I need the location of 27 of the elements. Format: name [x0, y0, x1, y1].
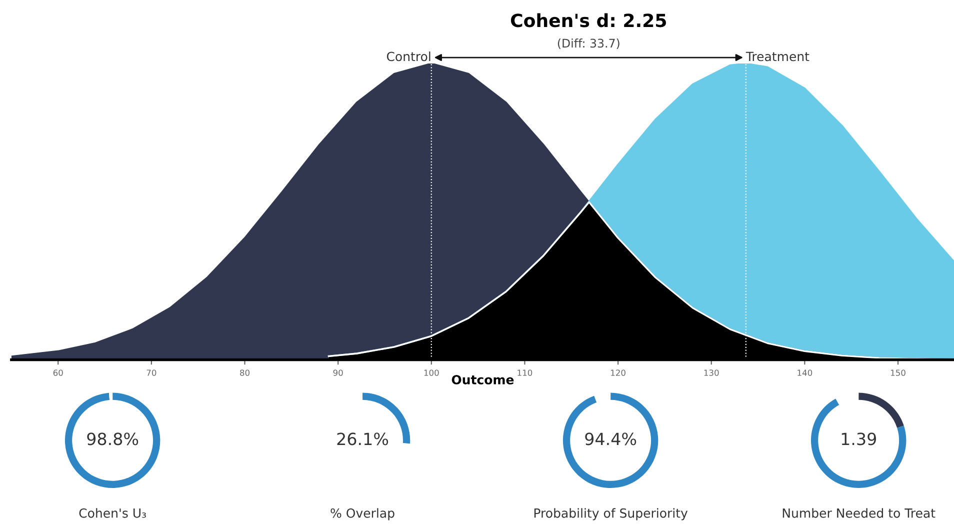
- text: Probability of Superiority: [534, 508, 688, 520]
- x-tick-label: 100: [424, 370, 439, 376]
- x-tick-label: 110: [518, 370, 532, 376]
- donut-slice: [64, 392, 160, 488]
- donut-slice: [858, 392, 904, 428]
- x-tick-label: 90: [333, 370, 343, 376]
- text: 98.8%: [87, 432, 138, 446]
- x-tick-label: 130: [704, 370, 719, 376]
- x-tick-label: 140: [798, 370, 812, 376]
- text: 1.39: [842, 432, 876, 446]
- x-tick-label: 120: [611, 370, 626, 376]
- x-tick-label: 60: [53, 370, 63, 376]
- text: % Overlap: [330, 508, 394, 520]
- text: 26.1%: [337, 432, 388, 446]
- x-tick-label: 70: [146, 370, 156, 376]
- text: 94.4%: [585, 432, 636, 446]
- x-tick-label: 150: [890, 370, 906, 376]
- ref-line-label: Control: [386, 52, 430, 62]
- x-axis-title: Outcome: [452, 374, 514, 384]
- text: Number Needed to Treat: [782, 508, 936, 518]
- donut-slice: [108, 392, 113, 400]
- chart-subtitle: (Diff: 33.7): [558, 38, 620, 50]
- ref-line-label: Treatment: [746, 52, 810, 62]
- donut-slice: [810, 398, 906, 488]
- chart-title: Cohen's d: 2.25: [510, 13, 666, 28]
- text: Cohen's U₃: [79, 508, 146, 518]
- x-tick-label: 80: [240, 370, 250, 376]
